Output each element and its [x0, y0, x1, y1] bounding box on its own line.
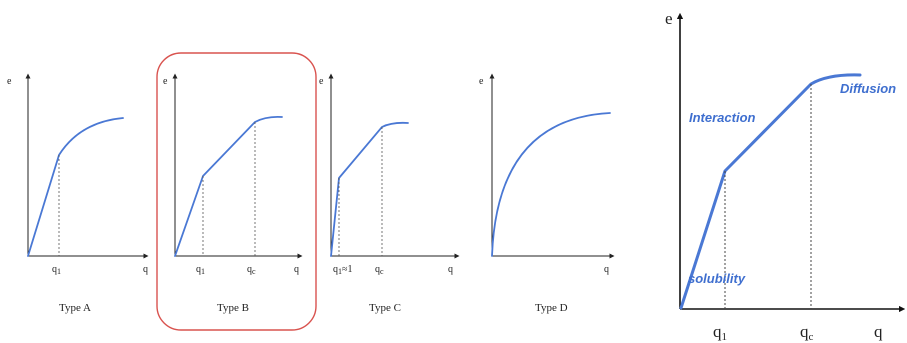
panel-type-d: e q Type D [479, 73, 615, 314]
detail-qc-tick: qc [800, 322, 814, 343]
panel-c-qc-tick: qc [375, 264, 384, 276]
panel-b-type-label: Type B [217, 302, 249, 314]
interaction-annotation: Interaction [689, 110, 756, 125]
panel-c-isotherm-curve [330, 121, 409, 257]
panel-a-type-label: Type A [59, 302, 91, 314]
panel-c-type-label: Type C [369, 302, 401, 314]
panel-a-y-label: e [7, 76, 12, 87]
diffusion-annotation: Diffusion [840, 81, 896, 96]
detail-y-label: e [665, 9, 673, 28]
panel-a-isotherm-curve [27, 117, 124, 257]
solubility-annotation: solubility [688, 271, 746, 286]
panel-b-x-label: q [294, 264, 299, 275]
panel-a-q1-tick: q1 [52, 264, 61, 276]
panel-b-qc-tick: qc [247, 264, 256, 276]
panel-b-y-label: e [163, 76, 168, 87]
panel-type-b: e q q1 qc Type B [156, 52, 317, 331]
panel-d-isotherm-curve [491, 112, 611, 257]
panel-d-y-label: e [479, 76, 484, 87]
detail-q1-tick: q1 [713, 322, 727, 343]
panel-c-x-label: q [448, 264, 453, 275]
panel-b-isotherm-curve [174, 115, 283, 257]
panel-d-x-label: q [604, 264, 609, 275]
panel-b-q1-tick: q1 [196, 264, 205, 276]
detail-panel: e q q1 qc Interaction Diffusion solubili… [665, 9, 906, 343]
panel-c-q1-tick: q1≈1 [333, 264, 353, 276]
panel-a-x-label: q [143, 264, 148, 275]
panel-c-y-label: e [319, 76, 324, 87]
panel-type-a: e q q1 Type A [7, 73, 149, 314]
detail-x-label: q [874, 322, 883, 341]
panel-b-highlight-frame [156, 52, 317, 331]
panel-type-c: e q q1≈1 qc Type C [319, 73, 460, 314]
panel-d-type-label: Type D [535, 302, 568, 314]
